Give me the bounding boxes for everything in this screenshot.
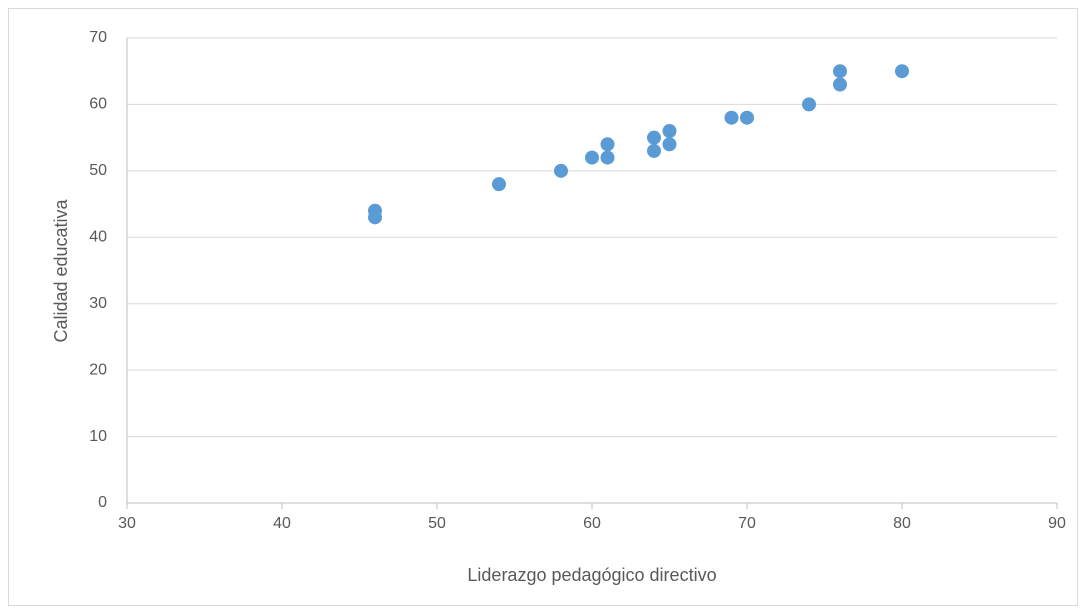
y-tick-label: 50 [89, 162, 107, 179]
point [724, 110, 739, 125]
y-tick-label: 30 [89, 295, 107, 312]
point [833, 77, 847, 92]
point [647, 130, 661, 145]
point [492, 177, 506, 192]
y-tick-label: 60 [89, 96, 107, 113]
point [600, 150, 615, 165]
x-tick-label: 50 [428, 515, 446, 532]
point [647, 143, 661, 158]
point [802, 97, 816, 112]
y-axis-title: Calidad educativa [51, 198, 71, 342]
x-tick-label: 30 [118, 515, 136, 532]
x-tick-label: 70 [738, 515, 756, 532]
point [554, 163, 568, 178]
y-tick-label: 40 [89, 229, 107, 246]
y-tick-label: 20 [89, 361, 107, 378]
x-tick-label: 60 [583, 515, 601, 532]
point [895, 64, 909, 79]
point [585, 150, 599, 165]
chart-border [8, 8, 1078, 606]
y-tick-label: 10 [89, 428, 107, 445]
point [600, 137, 615, 152]
point [740, 110, 754, 125]
x-tick-label: 40 [273, 515, 291, 532]
x-tick-label: 80 [893, 515, 911, 532]
point [833, 64, 847, 79]
point [368, 210, 382, 225]
point [662, 124, 677, 138]
y-tick-label: 70 [89, 29, 107, 46]
x-tick-label: 90 [1048, 515, 1066, 532]
point [662, 137, 677, 152]
x-axis-title: Liderazgo pedagógico directivo [467, 565, 716, 585]
y-tick-label: 0 [98, 494, 107, 511]
